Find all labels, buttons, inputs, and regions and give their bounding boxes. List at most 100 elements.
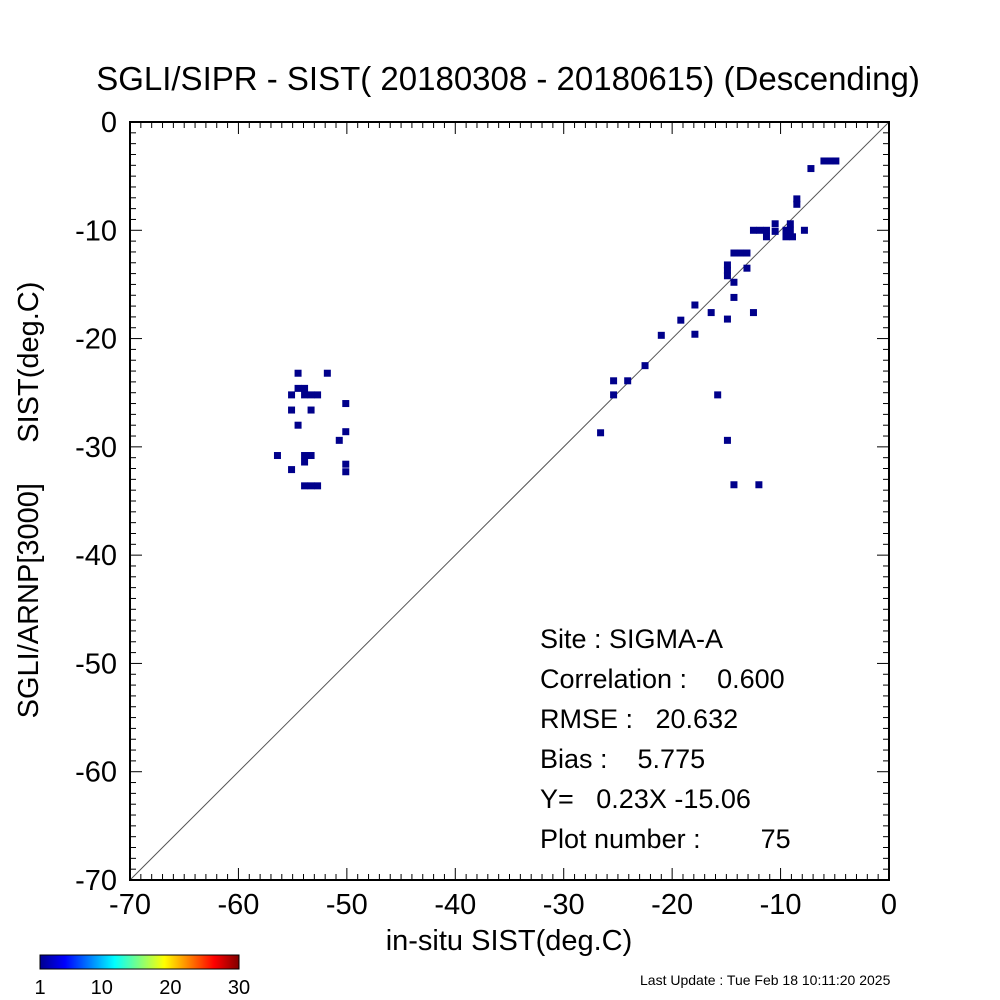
data-point [288, 406, 296, 414]
reference-line-y-equals-x [129, 121, 890, 881]
data-point [641, 362, 649, 370]
data-point [730, 293, 738, 301]
data-point [730, 249, 738, 257]
x-tick-label: -10 [760, 889, 802, 921]
data-point [736, 249, 744, 257]
data-point [730, 278, 738, 286]
stats-correlation: Correlation : 0.600 [540, 664, 785, 694]
data-point [723, 315, 731, 323]
data-point [294, 421, 302, 429]
data-point [730, 481, 738, 489]
data-point [624, 377, 632, 385]
x-tick-label: -70 [109, 889, 151, 921]
x-tick-label: -40 [434, 889, 476, 921]
data-point [323, 369, 331, 377]
data-point [314, 391, 322, 399]
data-point [610, 391, 618, 399]
data-point [342, 400, 350, 408]
y-tick-label: -60 [75, 757, 117, 789]
data-point [793, 200, 801, 208]
y-tick-label: -70 [75, 865, 117, 897]
data-point [342, 468, 350, 476]
data-point [788, 233, 796, 241]
stats-plot-number: Plot number : 75 [540, 824, 791, 854]
y-tick-label: -20 [75, 324, 117, 356]
colorbar: 1 10 20 30 [34, 954, 250, 999]
y-tick-label: 0 [101, 107, 117, 139]
data-point [820, 157, 828, 165]
y-tick-label: -30 [75, 432, 117, 464]
data-point [294, 369, 302, 377]
data-point [749, 309, 757, 317]
colorbar-tick-label: 10 [91, 977, 113, 999]
data-point [691, 330, 699, 338]
data-point [793, 195, 801, 203]
data-points [273, 157, 840, 490]
data-point [749, 226, 757, 234]
data-point [762, 233, 770, 241]
last-update: Last Update : Tue Feb 18 10:11:20 2025 [640, 972, 891, 988]
data-point [288, 391, 296, 399]
y-axis-label: SGLI/ARNP[3000] SIST(deg.C) [13, 282, 45, 719]
colorbar-tick-label: 20 [159, 977, 181, 999]
data-point [342, 460, 350, 468]
data-point [714, 391, 722, 399]
data-point [743, 264, 751, 272]
x-axis-label: in-situ SIST(deg.C) [386, 925, 633, 957]
data-point [782, 233, 790, 241]
y-tick-labels: -70 -60 -50 -40 -30 -20 -10 0 [75, 107, 117, 897]
data-point [307, 482, 315, 490]
y-tick-label: -50 [75, 648, 117, 680]
data-point [755, 481, 763, 489]
data-point [826, 157, 834, 165]
data-point [610, 377, 618, 385]
axis-ticks [129, 121, 890, 881]
data-point [723, 261, 731, 269]
data-point [342, 428, 350, 436]
x-tick-label: -60 [217, 889, 259, 921]
data-point [597, 429, 605, 437]
data-point [301, 482, 309, 490]
chart-title: SGLI/SIPR - SIST( 20180308 - 20180615) (… [96, 60, 920, 97]
x-tick-label: -30 [543, 889, 585, 921]
stats-site: Site : SIGMA-A [540, 624, 723, 654]
data-point [294, 384, 302, 392]
x-tick-labels: -70 -60 -50 -40 -30 -20 -10 0 [109, 889, 897, 921]
data-point [723, 436, 731, 444]
data-point [307, 391, 315, 399]
x-tick-label: -50 [326, 889, 368, 921]
data-point [691, 301, 699, 309]
colorbar-gradient [39, 954, 240, 970]
data-point [786, 220, 794, 228]
data-point [273, 452, 281, 460]
data-point [771, 227, 779, 235]
plot-area: -70 -60 -50 -40 -30 -20 -10 0 -70 -60 -50 -40 -30 -2… [75, 107, 897, 921]
colorbar-tick-label: 1 [34, 977, 45, 999]
data-point [307, 406, 315, 414]
data-point [771, 220, 779, 228]
colorbar-tick-label: 30 [228, 977, 250, 999]
x-tick-label: -20 [651, 889, 693, 921]
data-point [677, 316, 685, 324]
data-point [723, 266, 731, 274]
y-tick-label: -10 [75, 215, 117, 247]
stats-box: Site : SIGMA-A Correlation : 0.600 RMSE … [540, 624, 791, 854]
data-point [301, 452, 309, 460]
data-point [307, 452, 315, 460]
stats-regression: Y= 0.23X -15.06 [540, 784, 751, 814]
data-point [756, 226, 764, 234]
y-tick-label: -40 [75, 540, 117, 572]
data-point [301, 384, 309, 392]
data-point [786, 226, 794, 234]
data-point [723, 272, 731, 280]
data-point [807, 165, 815, 173]
x-tick-label: 0 [881, 889, 897, 921]
data-point [832, 157, 840, 165]
data-point [707, 309, 715, 317]
data-point [288, 466, 296, 474]
data-point [314, 482, 322, 490]
data-point [782, 226, 790, 234]
data-point [800, 226, 808, 234]
data-point [762, 226, 770, 234]
stats-bias: Bias : 5.775 [540, 744, 705, 774]
